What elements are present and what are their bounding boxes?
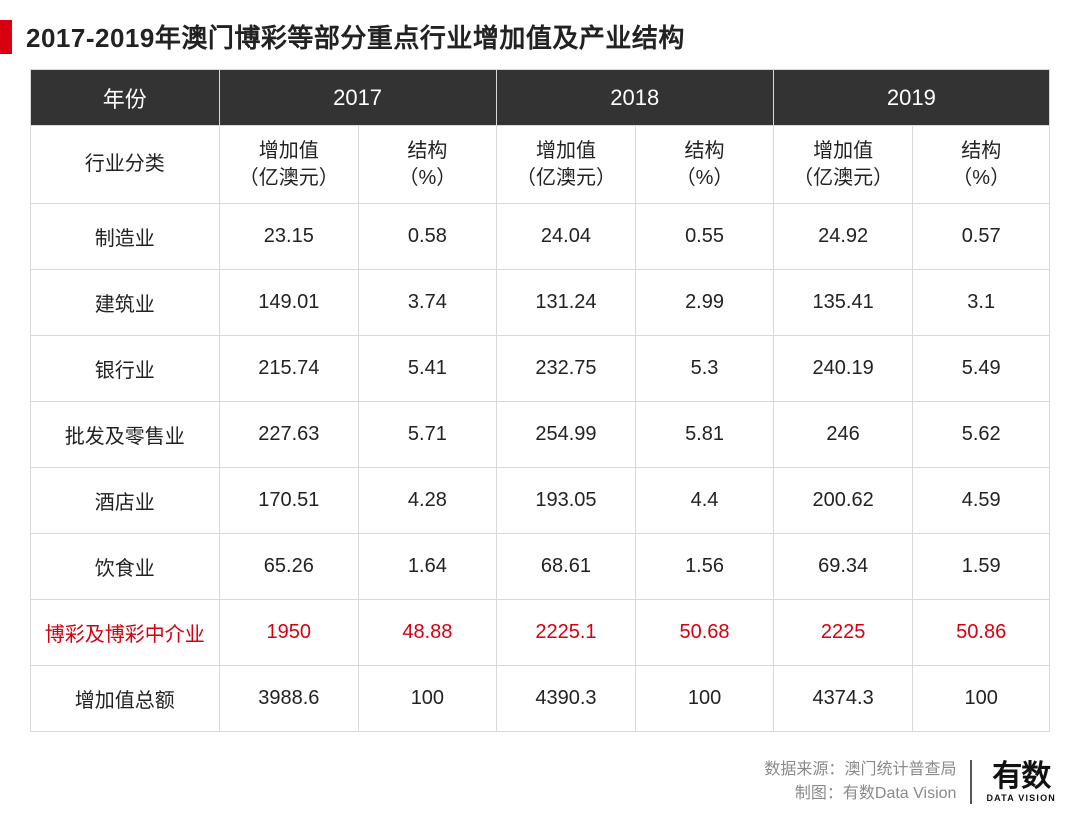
cell-pct: 5.49 (913, 336, 1050, 402)
footer: 数据来源：澳门统计普查局 制图：有数Data Vision 有数 DATA VI… (764, 758, 1056, 806)
cell-pct: 50.68 (636, 600, 774, 666)
cell-pct: 48.88 (359, 600, 497, 666)
cell-value: 170.51 (219, 468, 359, 534)
year-header: 2019 (773, 70, 1049, 126)
sub-header-pct: 结构（%） (359, 126, 497, 204)
source-line: 数据来源：澳门统计普查局 (764, 758, 956, 782)
row-label: 酒店业 (31, 468, 220, 534)
table-body: 制造业23.150.5824.040.5524.920.57建筑业149.013… (31, 204, 1050, 732)
year-row: 年份 2017 2018 2019 (31, 70, 1050, 126)
source-label: 数据来源： (764, 761, 844, 778)
cell-value: 149.01 (219, 270, 359, 336)
header: 2017-2019年澳门博彩等部分重点行业增加值及产业结构 (0, 0, 1080, 69)
row-header-label: 行业分类 (31, 126, 220, 204)
cell-value: 254.99 (496, 402, 636, 468)
logo-en: DATA VISION (986, 794, 1056, 803)
cell-value: 3988.6 (219, 666, 359, 732)
cell-pct: 100 (359, 666, 497, 732)
sub-header-pct: 结构（%） (913, 126, 1050, 204)
row-label: 饮食业 (31, 534, 220, 600)
sub-header-pct: 结构（%） (636, 126, 774, 204)
table-row: 建筑业149.013.74131.242.99135.413.1 (31, 270, 1050, 336)
cell-value: 24.92 (773, 204, 913, 270)
cell-value: 65.26 (219, 534, 359, 600)
year-header: 2017 (219, 70, 496, 126)
table-row: 博彩及博彩中介业195048.882225.150.68222550.86 (31, 600, 1050, 666)
page-title: 2017-2019年澳门博彩等部分重点行业增加值及产业结构 (26, 18, 685, 55)
cell-pct: 100 (636, 666, 774, 732)
cell-value: 193.05 (496, 468, 636, 534)
row-label: 建筑业 (31, 270, 220, 336)
logo-cn: 有数 (992, 762, 1050, 792)
cell-pct: 5.81 (636, 402, 774, 468)
cell-pct: 5.41 (359, 336, 497, 402)
table-row: 批发及零售业227.635.71254.995.812465.62 (31, 402, 1050, 468)
cell-value: 24.04 (496, 204, 636, 270)
corner-cell: 年份 (31, 70, 220, 126)
cell-pct: 4.59 (913, 468, 1050, 534)
year-header: 2018 (496, 70, 773, 126)
table-row: 银行业215.745.41232.755.3240.195.49 (31, 336, 1050, 402)
cell-pct: 1.59 (913, 534, 1050, 600)
footer-text: 数据来源：澳门统计普查局 制图：有数Data Vision (764, 758, 956, 806)
cell-pct: 0.58 (359, 204, 497, 270)
table-row: 饮食业65.261.6468.611.5669.341.59 (31, 534, 1050, 600)
cell-value: 2225 (773, 600, 913, 666)
cell-pct: 50.86 (913, 600, 1050, 666)
row-label: 制造业 (31, 204, 220, 270)
cell-pct: 1.64 (359, 534, 497, 600)
cell-pct: 3.1 (913, 270, 1050, 336)
table-container: 年份 2017 2018 2019 行业分类 增加值（亿澳元） 结构（%） 增加… (0, 69, 1080, 732)
industry-table: 年份 2017 2018 2019 行业分类 增加值（亿澳元） 结构（%） 增加… (30, 69, 1050, 732)
cell-pct: 0.57 (913, 204, 1050, 270)
cell-value: 246 (773, 402, 913, 468)
cell-value: 240.19 (773, 336, 913, 402)
cell-pct: 3.74 (359, 270, 497, 336)
sub-header-row: 行业分类 增加值（亿澳元） 结构（%） 增加值（亿澳元） 结构（%） 增加值（亿… (31, 126, 1050, 204)
cell-pct: 4.28 (359, 468, 497, 534)
cell-pct: 1.56 (636, 534, 774, 600)
cell-pct: 4.4 (636, 468, 774, 534)
cell-pct: 5.71 (359, 402, 497, 468)
table-head: 年份 2017 2018 2019 行业分类 增加值（亿澳元） 结构（%） 增加… (31, 70, 1050, 204)
source-value: 澳门统计普查局 (844, 761, 956, 778)
cell-value: 200.62 (773, 468, 913, 534)
sub-header-value: 增加值（亿澳元） (773, 126, 913, 204)
chart-label: 制图： (795, 785, 843, 802)
cell-value: 69.34 (773, 534, 913, 600)
sub-header-value: 增加值（亿澳元） (219, 126, 359, 204)
row-label: 增加值总额 (31, 666, 220, 732)
cell-value: 23.15 (219, 204, 359, 270)
sub-header-value: 增加值（亿澳元） (496, 126, 636, 204)
cell-value: 4374.3 (773, 666, 913, 732)
cell-value: 232.75 (496, 336, 636, 402)
table-row: 制造业23.150.5824.040.5524.920.57 (31, 204, 1050, 270)
cell-value: 215.74 (219, 336, 359, 402)
cell-value: 131.24 (496, 270, 636, 336)
row-label: 博彩及博彩中介业 (31, 600, 220, 666)
cell-pct: 0.55 (636, 204, 774, 270)
table-row: 增加值总额3988.61004390.31004374.3100 (31, 666, 1050, 732)
cell-value: 135.41 (773, 270, 913, 336)
chart-value: 有数Data Vision (843, 785, 957, 802)
accent-bar (0, 20, 12, 54)
table-row: 酒店业170.514.28193.054.4200.624.59 (31, 468, 1050, 534)
cell-pct: 5.3 (636, 336, 774, 402)
cell-value: 1950 (219, 600, 359, 666)
cell-value: 68.61 (496, 534, 636, 600)
cell-pct: 100 (913, 666, 1050, 732)
chart-by-line: 制图：有数Data Vision (764, 782, 956, 806)
row-label: 批发及零售业 (31, 402, 220, 468)
cell-value: 4390.3 (496, 666, 636, 732)
logo: 有数 DATA VISION (986, 762, 1056, 803)
cell-pct: 2.99 (636, 270, 774, 336)
cell-value: 227.63 (219, 402, 359, 468)
cell-value: 2225.1 (496, 600, 636, 666)
footer-divider (970, 760, 972, 804)
cell-pct: 5.62 (913, 402, 1050, 468)
row-label: 银行业 (31, 336, 220, 402)
